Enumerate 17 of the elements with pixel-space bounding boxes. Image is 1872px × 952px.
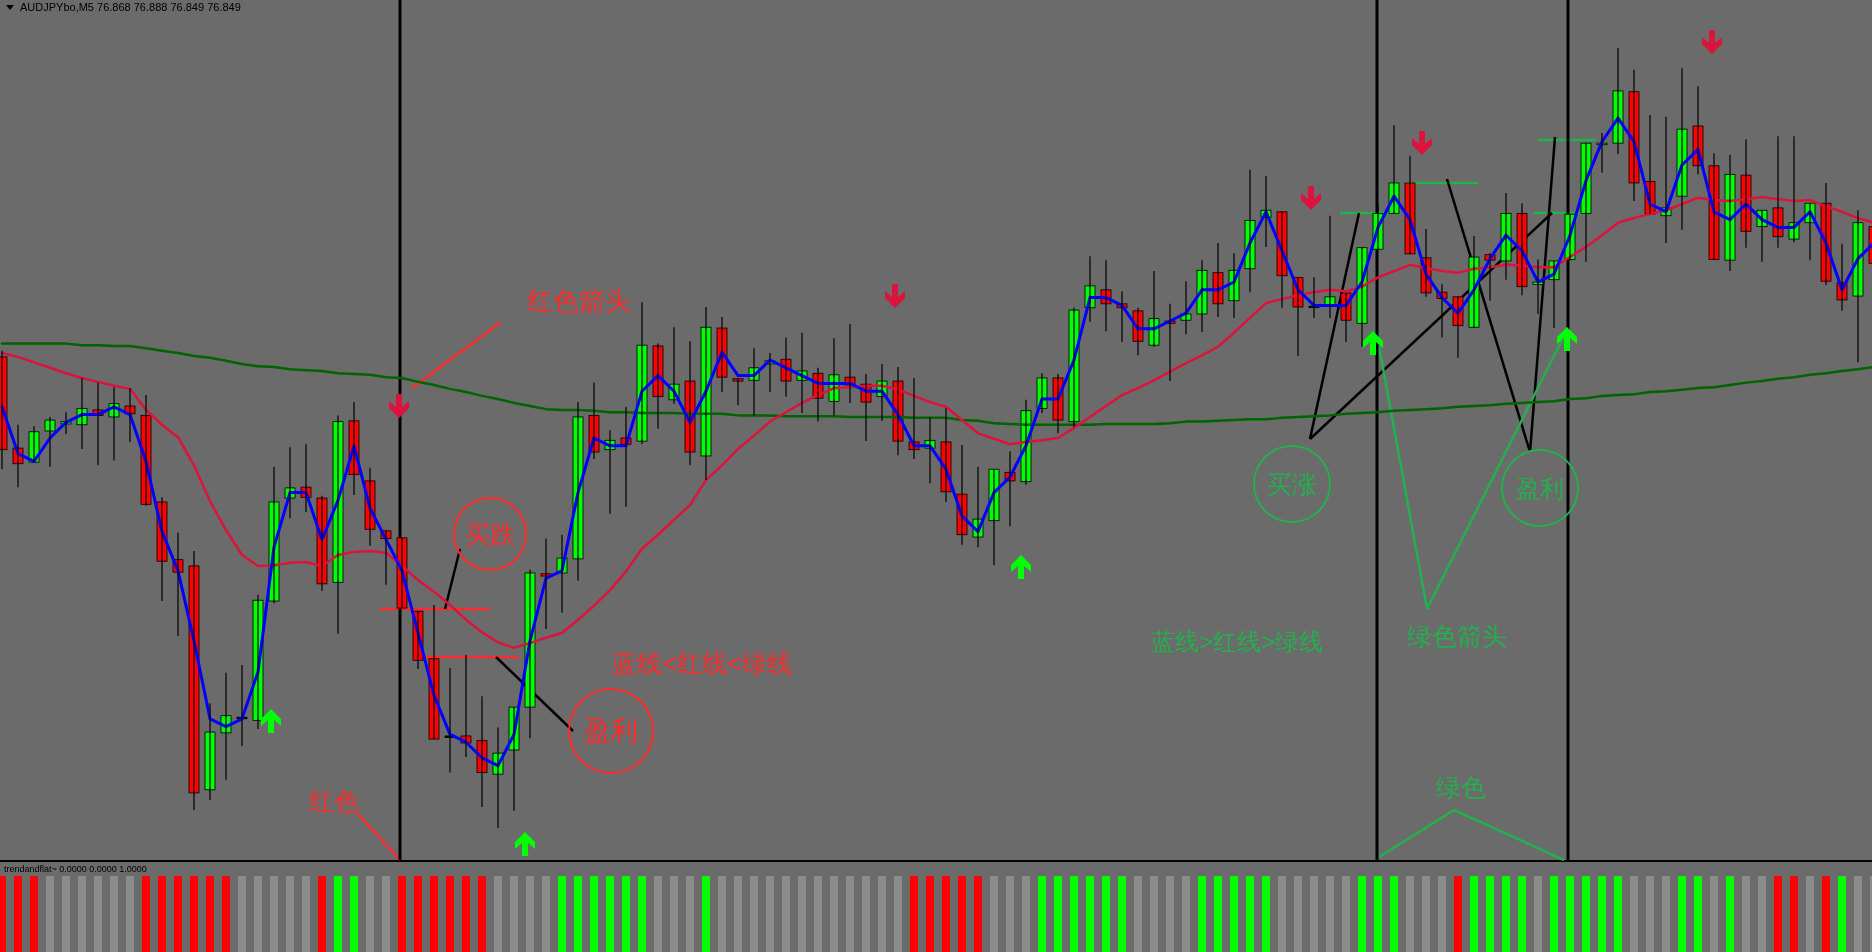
annotation: 盈利 bbox=[1516, 474, 1564, 502]
annotation: 蓝线>红线>绿线 bbox=[1150, 627, 1324, 655]
annotation: 盈利 bbox=[584, 716, 638, 746]
annotation: 红色 bbox=[309, 787, 359, 815]
annotation: 红色箭头 bbox=[527, 286, 631, 316]
candlestick bbox=[204, 702, 216, 801]
annotation: 蓝线<红线<绿线 bbox=[612, 649, 792, 677]
annotation: 买跌 bbox=[465, 520, 515, 548]
candlestick bbox=[44, 416, 56, 468]
annotation: 绿色 bbox=[1436, 773, 1486, 801]
chart-title: trendandflat~ 0.0000 0.0000 1.0000 bbox=[4, 864, 147, 874]
candlestick bbox=[732, 378, 744, 406]
candlestick bbox=[1532, 258, 1544, 315]
annotation: 买涨 bbox=[1267, 470, 1317, 498]
chart-title: AUDJPYbo,M5 76.868 76.888 76.849 76.849 bbox=[20, 1, 241, 13]
candlestick bbox=[540, 538, 552, 630]
annotation: 绿色箭头 bbox=[1407, 622, 1507, 650]
